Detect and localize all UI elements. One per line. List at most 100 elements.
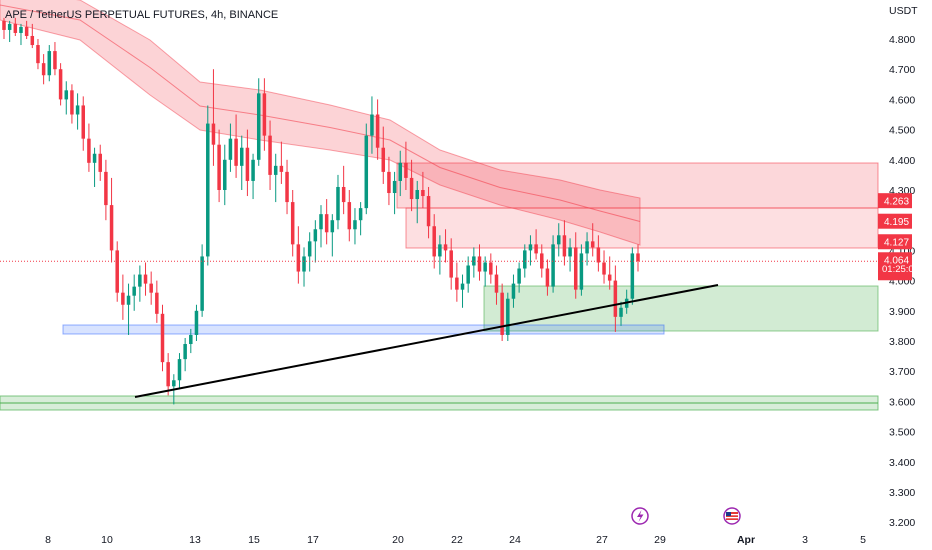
price-tick-4: 4.400 xyxy=(889,155,915,167)
lightning-event-icon[interactable] xyxy=(631,507,649,525)
candle-body xyxy=(307,241,312,257)
price-tick-11: 3.600 xyxy=(889,396,915,408)
candle-body xyxy=(426,196,431,227)
support-zone-blue[interactable] xyxy=(62,324,665,335)
price-label-text-2: 4.127 xyxy=(884,238,909,249)
candle-body xyxy=(528,244,533,251)
date-tick-10: Apr xyxy=(737,534,755,546)
candle-body xyxy=(364,135,369,209)
candle-body xyxy=(534,244,538,254)
candle-body xyxy=(206,123,210,257)
candle-body xyxy=(172,380,176,387)
candle-body xyxy=(466,265,470,284)
candle-body xyxy=(109,205,114,251)
candle-body xyxy=(438,244,442,257)
candle-body xyxy=(556,235,561,245)
candle-body xyxy=(517,268,521,284)
price-tick-0: 4.800 xyxy=(889,34,915,46)
candle-body xyxy=(523,250,527,269)
candle-body xyxy=(324,214,329,233)
price-tick-8: 3.900 xyxy=(889,306,915,318)
candle-body xyxy=(149,283,153,293)
candle-body xyxy=(41,63,46,76)
resistance-zone-upper[interactable] xyxy=(396,162,879,209)
candle-body xyxy=(607,274,612,281)
candle-body xyxy=(273,165,278,175)
candle-body xyxy=(53,51,57,70)
candle-body xyxy=(613,280,618,317)
candle-body xyxy=(234,138,238,166)
us-flag-event-icon[interactable] xyxy=(723,507,741,525)
date-tick-7: 24 xyxy=(509,534,521,546)
time-axis[interactable]: 8 10 13 15 17 20 22 24 27 29 Apr 3 5 xyxy=(45,534,866,546)
candle-body xyxy=(2,20,6,30)
price-tick-2: 4.600 xyxy=(889,94,915,106)
candle-body xyxy=(200,256,204,311)
price-label-text-1: 4.195 xyxy=(884,217,909,228)
candle-body xyxy=(313,229,318,242)
candle-body xyxy=(432,226,436,257)
price-tick-15: 3.200 xyxy=(889,517,915,529)
candle-body xyxy=(455,277,459,290)
candle-body xyxy=(223,159,227,190)
moving-average-cloud xyxy=(0,0,641,246)
candle-body xyxy=(211,123,216,145)
candle-body xyxy=(443,244,448,251)
date-tick-2: 13 xyxy=(189,534,201,546)
candle-body xyxy=(115,250,119,293)
candle-body xyxy=(489,262,493,275)
candle-body xyxy=(551,244,555,287)
candle-body xyxy=(494,274,499,293)
date-tick-9: 29 xyxy=(654,534,666,546)
candle-body xyxy=(398,162,403,181)
candle-body xyxy=(64,90,69,100)
candle-body xyxy=(387,171,391,194)
support-zone-right[interactable] xyxy=(483,285,879,332)
price-label-box-1 xyxy=(878,213,912,229)
candle-body xyxy=(262,93,267,136)
candle-body xyxy=(506,298,510,335)
date-tick-8: 27 xyxy=(596,534,608,546)
candle-body xyxy=(636,253,640,262)
candle-body xyxy=(630,253,635,299)
countdown-timer: 01:25:09 xyxy=(882,264,919,275)
candle-body xyxy=(319,214,323,230)
date-tick-6: 22 xyxy=(451,534,463,546)
candle-body xyxy=(545,268,550,287)
candle-body xyxy=(121,292,125,305)
candle-body xyxy=(92,153,97,163)
candle-body xyxy=(353,220,357,230)
date-tick-4: 17 xyxy=(307,534,319,546)
candle-body xyxy=(421,190,425,197)
candle-body xyxy=(70,90,74,115)
candle-body xyxy=(24,26,29,36)
current-price-label xyxy=(878,252,912,281)
candle-body xyxy=(81,105,86,139)
candle-body xyxy=(19,26,23,33)
price-tick-13: 3.400 xyxy=(889,457,915,469)
candle-body xyxy=(381,147,386,172)
candle-body xyxy=(449,250,453,278)
candle-body xyxy=(409,177,414,200)
price-tick-14: 3.300 xyxy=(889,487,915,499)
price-label-box-0 xyxy=(878,193,912,209)
candle-body xyxy=(477,256,482,272)
candle-body xyxy=(189,334,193,345)
date-tick-0: 8 xyxy=(45,534,51,546)
ascending-trendline[interactable] xyxy=(134,284,719,398)
date-tick-5: 20 xyxy=(392,534,404,546)
date-tick-11: 3 xyxy=(802,534,808,546)
candle-body xyxy=(404,162,408,178)
candle-body xyxy=(540,253,544,269)
candle-body xyxy=(596,247,601,263)
candlestick-series xyxy=(2,17,640,405)
date-tick-1: 10 xyxy=(101,534,113,546)
candle-body xyxy=(177,359,182,381)
candle-body xyxy=(245,147,250,181)
resistance-zone-lower[interactable] xyxy=(405,207,879,249)
candle-body xyxy=(36,45,40,64)
candle-body xyxy=(160,313,165,363)
candle-body xyxy=(370,114,374,136)
candle-body xyxy=(619,307,623,317)
